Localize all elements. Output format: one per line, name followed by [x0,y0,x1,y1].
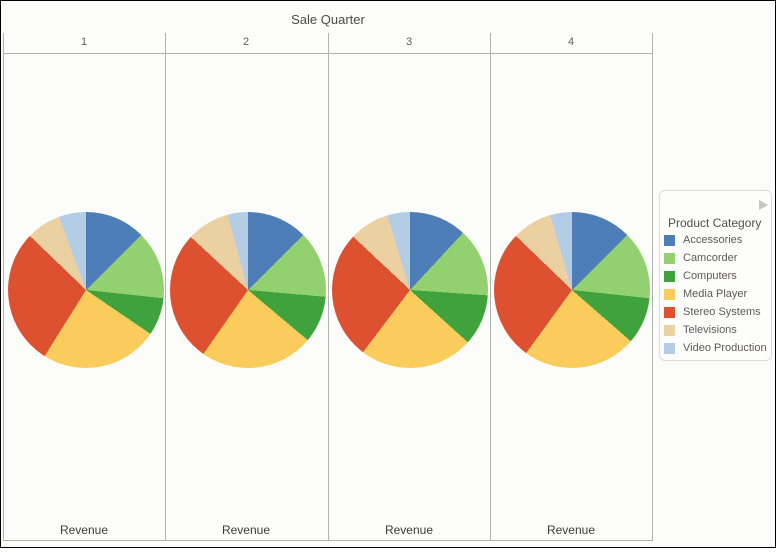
measure-label-q3: Revenue [384,523,434,537]
legend-item-label: Televisions [683,324,737,336]
column-label-q4: 4 [567,36,575,48]
column-separator [490,33,491,541]
column-separator [165,33,166,541]
legend-swatch-icon [664,307,675,318]
measure-label-q2: Revenue [221,523,271,537]
column-separator [652,33,653,541]
legend-collapse-arrow-icon[interactable] [759,200,768,210]
legend-item-stereo-systems[interactable]: Stereo Systems [664,307,767,318]
measure-label-q4: Revenue [546,523,596,537]
legend-item-accessories[interactable]: Accessories [664,235,767,246]
pie-chart-q1[interactable] [8,212,164,368]
legend-item-video-production[interactable]: Video Production [664,343,767,354]
legend-title: Product Category [668,216,762,230]
pie-chart-q4[interactable] [494,212,650,368]
legend-swatch-icon [664,343,675,354]
measure-label-q1: Revenue [59,523,109,537]
legend-item-label: Media Player [683,288,748,300]
legend-item-televisions[interactable]: Televisions [664,325,767,336]
footer-rule [3,540,653,541]
legend-item-media-player[interactable]: Media Player [664,289,767,300]
legend-item-camcorder[interactable]: Camcorder [664,253,767,264]
legend-item-computers[interactable]: Computers [664,271,767,282]
legend-item-label: Camcorder [683,252,738,264]
legend-panel: Product Category Accessories Camcorder C… [659,190,772,361]
legend-swatch-icon [664,325,675,336]
pie-chart-q3[interactable] [332,212,488,368]
column-label-q3: 3 [405,36,413,48]
legend-item-label: Video Production [683,342,767,354]
legend-item-label: Accessories [683,234,743,246]
column-label-q1: 1 [80,36,88,48]
facet-axis-title: Sale Quarter [291,12,365,27]
legend-swatch-icon [664,235,675,246]
header-rule [3,53,653,54]
legend-swatch-icon [664,271,675,282]
legend-item-list: Accessories Camcorder Computers Media Pl… [664,235,767,354]
pie-chart-q2[interactable] [170,212,326,368]
column-separator [3,33,4,541]
legend-item-label: Stereo Systems [683,306,761,318]
legend-swatch-icon [664,289,675,300]
legend-swatch-icon [664,253,675,264]
legend-item-label: Computers [683,270,737,282]
column-label-q2: 2 [242,36,250,48]
column-separator [328,33,329,541]
